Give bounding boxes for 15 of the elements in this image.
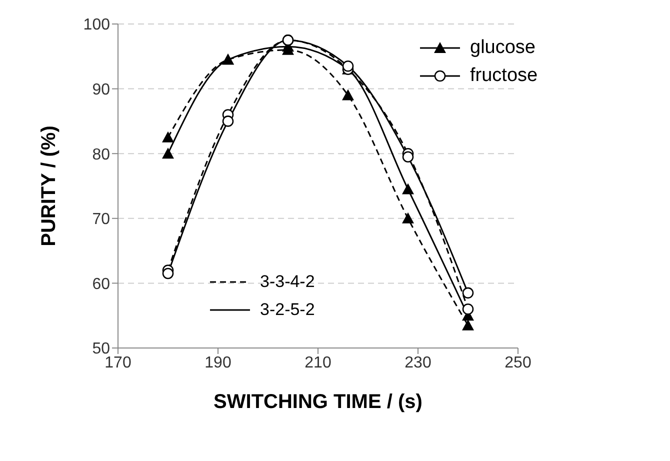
- x-tick-label: 250: [504, 354, 532, 372]
- y-tick-label: 80: [92, 146, 110, 164]
- y-tick-label: 70: [92, 211, 110, 228]
- x-tick-label: 210: [304, 354, 332, 372]
- x-tick-label: 230: [404, 354, 432, 372]
- y-tick-label: 100: [83, 16, 110, 34]
- annotation: 3-2-5-2: [260, 300, 315, 320]
- y-axis-title: PURITY / (%): [38, 126, 60, 246]
- legend-label: glucose: [470, 37, 536, 59]
- y-tick-label: 60: [92, 276, 110, 293]
- x-axis-title: SWITCHING TIME / (s): [214, 391, 422, 413]
- y-tick-label: 90: [92, 81, 110, 98]
- x-tick-label: 190: [204, 354, 232, 372]
- legend-label: fructose: [470, 65, 538, 87]
- annotation: 3-3-4-2: [260, 272, 315, 292]
